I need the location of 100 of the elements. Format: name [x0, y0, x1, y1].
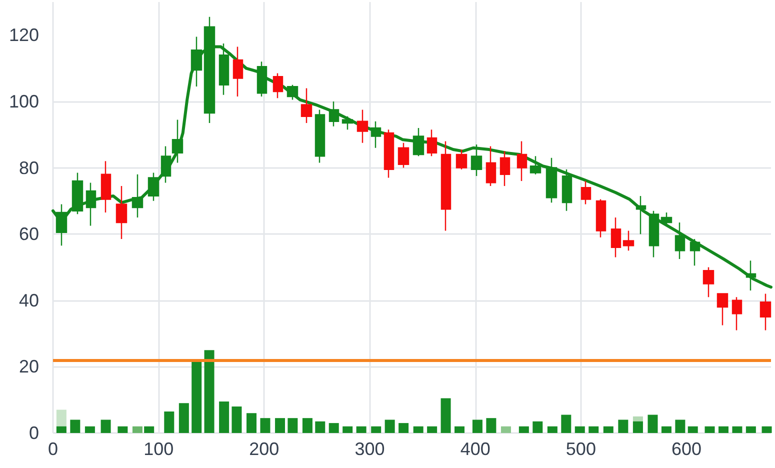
bar: [118, 426, 128, 433]
candlestick: [440, 140, 452, 232]
bar: [232, 406, 242, 433]
candlestick: [160, 146, 172, 184]
bar: [618, 420, 628, 433]
bar: [762, 426, 772, 433]
bar: [275, 418, 286, 433]
bar: [746, 426, 756, 433]
candlestick: [546, 157, 558, 204]
candlestick: [760, 293, 772, 331]
bar: [302, 418, 312, 433]
candlestick: [732, 296, 742, 331]
bar: [561, 414, 572, 433]
candlestick: [412, 127, 424, 157]
candlestick: [530, 156, 542, 175]
bar: [472, 420, 482, 433]
bar: [486, 418, 496, 433]
x-tick-label: 500: [566, 439, 596, 459]
candlestick: [500, 150, 510, 187]
bar: [204, 350, 214, 433]
candlestick: [398, 142, 410, 168]
candlestick: [456, 148, 468, 170]
bar: [260, 418, 270, 433]
bar: [454, 426, 465, 433]
bar: [718, 426, 728, 433]
candlestick: [132, 174, 144, 218]
bar: [288, 418, 298, 433]
bar: [328, 423, 339, 433]
candlestick: [426, 129, 438, 157]
bar: [219, 402, 230, 433]
x-tick-label: 200: [249, 439, 280, 459]
bar: [500, 426, 511, 433]
candlestick: [232, 46, 244, 98]
candlestick: [580, 180, 592, 205]
bar: [603, 426, 614, 433]
bar: [315, 421, 326, 433]
candlestick: [172, 119, 184, 164]
bar: [675, 420, 686, 433]
candlestick: [716, 293, 728, 326]
bar: [398, 423, 409, 433]
bar: [132, 426, 142, 433]
bar: [574, 426, 585, 433]
candlestick: [148, 172, 160, 202]
candlestick: [384, 129, 394, 178]
bar: [532, 421, 543, 433]
candlestick: [702, 266, 714, 298]
y-tick-label: 100: [8, 91, 39, 112]
bar: [518, 426, 529, 433]
bar: [246, 413, 257, 433]
bar: [144, 426, 154, 433]
y-tick-label: 0: [28, 423, 39, 443]
bar: [178, 403, 189, 433]
x-tick-label: 100: [144, 439, 174, 459]
bar: [440, 398, 451, 433]
bar: [632, 421, 643, 433]
candlestick: [86, 182, 96, 226]
candlestick: [596, 198, 606, 238]
bar: [192, 362, 202, 433]
candlestick: [636, 195, 646, 235]
candlestick: [516, 140, 528, 182]
candlestick: [660, 212, 672, 225]
candlestick: [690, 238, 700, 266]
candlestick: [610, 216, 622, 258]
candlestick: [342, 116, 354, 130]
candlestick: [328, 100, 340, 127]
bar: [648, 414, 658, 433]
bar: [547, 426, 558, 433]
candlestick: [300, 88, 312, 124]
candlestick: [116, 185, 128, 240]
x-tick-label: 600: [672, 439, 702, 459]
bar: [100, 420, 111, 433]
candlestick: [562, 168, 572, 212]
candlestick: [314, 109, 326, 164]
y-tick-label: 120: [8, 25, 39, 46]
bar: [732, 426, 742, 433]
y-tick-label: 40: [18, 290, 39, 310]
candlestick: [622, 230, 634, 252]
bar: [688, 426, 698, 433]
bar: [356, 426, 366, 433]
candlestick: [648, 210, 660, 258]
candlestick: [56, 204, 68, 246]
candlestick: [356, 109, 368, 144]
candlestick: [674, 222, 686, 260]
candlestick: [470, 144, 482, 177]
candlestick: [286, 84, 298, 100]
bar: [56, 426, 66, 433]
bar: [704, 426, 715, 433]
bar: [384, 420, 395, 433]
y-tick-label: 60: [18, 224, 39, 244]
candlestick: [256, 61, 268, 98]
candlestick: [72, 172, 84, 215]
bar: [371, 426, 382, 433]
x-tick-label: 300: [354, 439, 385, 459]
bar: [413, 426, 424, 433]
candlestick: [486, 146, 496, 187]
candlestick: [370, 120, 382, 148]
bar: [164, 411, 174, 433]
candlestick: [100, 160, 112, 214]
bar: [70, 420, 80, 433]
bar: [588, 426, 599, 433]
